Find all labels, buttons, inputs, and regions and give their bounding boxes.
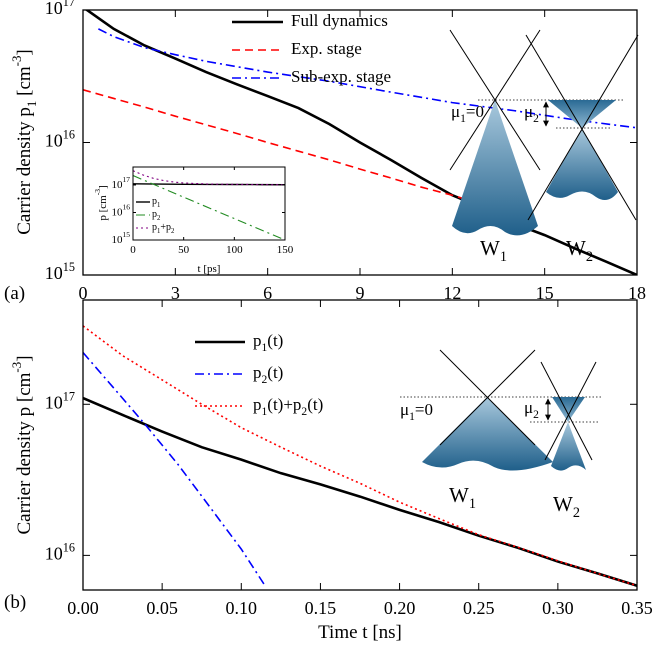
- x-axis-label: Time t [ns]: [318, 622, 402, 643]
- band-diagrams: μ1=0 μ2 W1 W2 μ1=0 μ2 W1 W2: [400, 29, 639, 521]
- cone-line: [527, 34, 639, 221]
- x-tick-label: 100: [226, 244, 243, 256]
- diagram-a: μ1=0 μ2 W1 W2: [449, 29, 639, 265]
- x-tick-label: 0.00: [67, 598, 99, 618]
- cone-w1: [422, 397, 553, 471]
- series-line: [83, 325, 637, 587]
- x-tick-label: 0.20: [384, 598, 416, 618]
- cone-line: [544, 361, 597, 461]
- cone-w2-top: [552, 397, 585, 422]
- diagram-b: μ1=0 μ2 W1 W2: [400, 349, 602, 521]
- panel-label: (b): [4, 592, 26, 613]
- x-tick-label: 0.15: [305, 598, 337, 618]
- legend-label: p2(t): [253, 363, 283, 386]
- x-tick-label: 0.30: [542, 598, 574, 618]
- annotation: W2: [553, 492, 580, 521]
- x-tick-label: 15: [536, 283, 554, 303]
- annotation: W1: [449, 483, 476, 512]
- cone-w2-top: [548, 100, 616, 128]
- plot-frame: [132, 166, 286, 241]
- y-tick-label: 1017: [45, 0, 75, 18]
- x-tick-label: 12: [443, 283, 461, 303]
- cone-line: [540, 361, 593, 461]
- cone-w2: [546, 128, 618, 201]
- y-tick-label: 1016: [45, 540, 75, 563]
- legend-label: Exp. stage: [291, 39, 362, 58]
- x-tick-label: 3: [171, 283, 180, 303]
- legend-label: p1(t)+p2(t): [253, 395, 323, 418]
- series-line: [83, 396, 637, 587]
- x-tick-label: 9: [356, 283, 365, 303]
- y-tick-label: 1017: [112, 175, 131, 190]
- series-line: [133, 183, 285, 186]
- legend-label: p2: [152, 209, 161, 222]
- x-axis-label: t [ps]: [198, 263, 221, 275]
- y-tick-label: 1017: [45, 389, 75, 412]
- series-line: [98, 28, 637, 129]
- annotation: W1: [480, 236, 507, 265]
- x-tick-label: 150: [277, 244, 294, 256]
- y-axis-label: Carrier density p1 [cm-3]: [9, 49, 39, 235]
- legend-label: p1: [152, 196, 160, 209]
- legend-label: p1+p2: [152, 222, 175, 235]
- x-tick-label: 0: [130, 244, 136, 256]
- cone-line: [525, 34, 637, 221]
- annotation: μ2: [524, 102, 539, 125]
- series-line: [84, 10, 637, 275]
- y-tick-label: 1016: [45, 127, 75, 150]
- annotation: W2: [566, 236, 593, 265]
- panel-label: (a): [4, 283, 25, 304]
- cone-w2: [551, 422, 586, 471]
- annotation: μ2: [524, 398, 539, 421]
- x-tick-label: 6: [263, 283, 272, 303]
- series-line: [83, 89, 484, 206]
- x-tick-label: 18: [628, 283, 646, 303]
- series-line: [133, 175, 285, 240]
- legend-label: Full dynamics: [291, 11, 388, 30]
- x-tick-label: 0.05: [146, 598, 178, 618]
- y-tick-label: 1016: [112, 203, 131, 218]
- annotation: μ1=0: [451, 102, 484, 125]
- x-tick-label: 0: [79, 283, 88, 303]
- y-axis-label: p [cm-3]: [93, 185, 108, 220]
- x-tick-label: 0.25: [463, 598, 495, 618]
- x-tick-label: 50: [178, 244, 190, 256]
- y-tick-label: 1015: [45, 260, 75, 283]
- series-line: [83, 352, 266, 587]
- cone-line: [449, 29, 541, 171]
- annotation: μ1=0: [400, 400, 433, 423]
- legend-label: p1(t): [253, 331, 283, 354]
- cone-line: [439, 349, 536, 446]
- x-tick-label: 0.10: [226, 598, 258, 618]
- plot-frame: [82, 299, 638, 591]
- cone-w1: [452, 100, 538, 236]
- y-axis-label: Carrier density p [cm-3]: [9, 355, 35, 534]
- y-tick-label: 1015: [112, 230, 131, 245]
- x-tick-label: 0.35: [621, 598, 653, 618]
- legend-label: Sub-exp. stage: [291, 67, 391, 86]
